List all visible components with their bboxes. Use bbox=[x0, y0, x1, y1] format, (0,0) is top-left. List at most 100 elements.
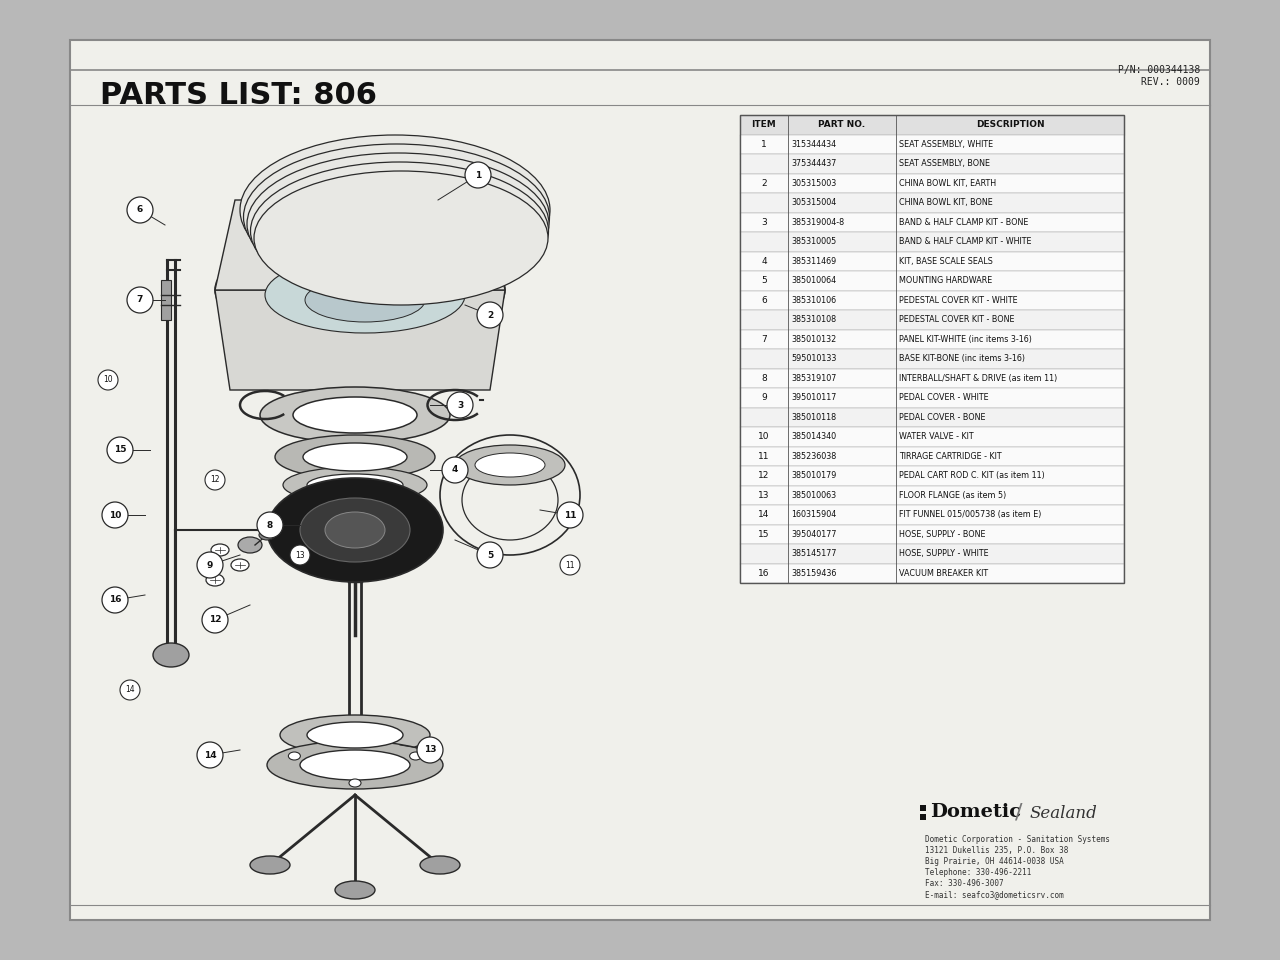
Ellipse shape bbox=[250, 856, 291, 874]
Text: 385014340: 385014340 bbox=[791, 432, 836, 442]
Text: CHINA BOWL KIT, BONE: CHINA BOWL KIT, BONE bbox=[899, 199, 993, 207]
Circle shape bbox=[442, 457, 468, 483]
Text: 385319004-8: 385319004-8 bbox=[791, 218, 844, 227]
Bar bbox=[740, 252, 1124, 271]
Text: PANEL KIT-WHITE (inc items 3-16): PANEL KIT-WHITE (inc items 3-16) bbox=[899, 335, 1032, 344]
Bar bbox=[740, 291, 1124, 310]
Text: 2: 2 bbox=[486, 310, 493, 320]
Ellipse shape bbox=[293, 397, 417, 433]
Ellipse shape bbox=[300, 498, 410, 562]
Text: Dometic: Dometic bbox=[931, 803, 1021, 821]
Bar bbox=[740, 486, 1124, 505]
Ellipse shape bbox=[300, 750, 410, 780]
Ellipse shape bbox=[251, 162, 549, 300]
Text: 9: 9 bbox=[762, 394, 767, 402]
Text: Sealand: Sealand bbox=[1030, 804, 1098, 822]
Ellipse shape bbox=[346, 157, 404, 173]
Bar bbox=[337, 410, 372, 445]
Bar bbox=[740, 407, 1124, 427]
Ellipse shape bbox=[475, 453, 545, 477]
Text: BAND & HALF CLAMP KIT - BONE: BAND & HALF CLAMP KIT - BONE bbox=[899, 218, 1028, 227]
Circle shape bbox=[197, 552, 223, 578]
Text: 10: 10 bbox=[104, 375, 113, 385]
Text: 385311469: 385311469 bbox=[791, 256, 836, 266]
Circle shape bbox=[557, 502, 582, 528]
Bar bbox=[70, 40, 1210, 920]
Text: 5: 5 bbox=[762, 276, 767, 285]
Circle shape bbox=[291, 545, 310, 565]
Bar bbox=[740, 329, 1124, 349]
Text: WATER VALVE - KIT: WATER VALVE - KIT bbox=[899, 432, 974, 442]
Bar bbox=[740, 544, 1124, 564]
Bar bbox=[740, 271, 1124, 291]
Text: 3: 3 bbox=[457, 400, 463, 410]
Text: SEAT ASSEMBLY, WHITE: SEAT ASSEMBLY, WHITE bbox=[899, 140, 993, 149]
Circle shape bbox=[127, 197, 154, 223]
Bar bbox=[161, 280, 172, 320]
Text: KIT, BASE SCALE SEALS: KIT, BASE SCALE SEALS bbox=[899, 256, 993, 266]
Ellipse shape bbox=[420, 856, 460, 874]
Ellipse shape bbox=[230, 559, 250, 571]
Ellipse shape bbox=[268, 741, 443, 789]
Ellipse shape bbox=[349, 779, 361, 787]
Bar bbox=[740, 232, 1124, 252]
Circle shape bbox=[447, 392, 474, 418]
Text: 13: 13 bbox=[296, 550, 305, 560]
Text: 305315004: 305315004 bbox=[791, 199, 836, 207]
Bar bbox=[740, 349, 1124, 369]
Ellipse shape bbox=[265, 257, 465, 333]
Ellipse shape bbox=[260, 387, 451, 443]
Circle shape bbox=[205, 470, 225, 490]
Text: 385010118: 385010118 bbox=[791, 413, 836, 421]
Text: MOUNTING HARDWARE: MOUNTING HARDWARE bbox=[899, 276, 992, 285]
Text: 14: 14 bbox=[125, 685, 134, 694]
Ellipse shape bbox=[335, 881, 375, 899]
Text: 385145177: 385145177 bbox=[791, 549, 837, 559]
Ellipse shape bbox=[325, 512, 385, 548]
Ellipse shape bbox=[303, 443, 407, 471]
Text: PARTS LIST: 806: PARTS LIST: 806 bbox=[100, 81, 378, 109]
Ellipse shape bbox=[307, 474, 403, 496]
Text: 11: 11 bbox=[566, 561, 575, 569]
Text: 385010063: 385010063 bbox=[791, 491, 836, 500]
Circle shape bbox=[257, 512, 283, 538]
Text: 14: 14 bbox=[204, 751, 216, 759]
Text: 10: 10 bbox=[758, 432, 769, 442]
Ellipse shape bbox=[253, 171, 548, 305]
Text: 10: 10 bbox=[109, 511, 122, 519]
Text: TIRRAGE CARTRIDGE - KIT: TIRRAGE CARTRIDGE - KIT bbox=[899, 452, 1002, 461]
Text: 13: 13 bbox=[424, 746, 436, 755]
Text: FLOOR FLANGE (as item 5): FLOOR FLANGE (as item 5) bbox=[899, 491, 1006, 500]
Bar bbox=[740, 427, 1124, 446]
Ellipse shape bbox=[280, 715, 430, 755]
Ellipse shape bbox=[241, 135, 550, 285]
Text: 1: 1 bbox=[762, 140, 767, 149]
Text: 6: 6 bbox=[762, 296, 767, 304]
Polygon shape bbox=[215, 200, 506, 290]
Text: 14: 14 bbox=[758, 511, 769, 519]
Bar bbox=[740, 466, 1124, 486]
Text: 16: 16 bbox=[758, 568, 769, 578]
Ellipse shape bbox=[305, 278, 425, 322]
Ellipse shape bbox=[259, 530, 275, 540]
Bar bbox=[740, 115, 1124, 583]
Text: 3: 3 bbox=[762, 218, 767, 227]
Bar bbox=[740, 505, 1124, 524]
Text: 15: 15 bbox=[114, 445, 127, 454]
Text: 7: 7 bbox=[762, 335, 767, 344]
Ellipse shape bbox=[206, 574, 224, 586]
Text: 16: 16 bbox=[109, 595, 122, 605]
Text: 13121 Dukellis 235, P.O. Box 38: 13121 Dukellis 235, P.O. Box 38 bbox=[925, 846, 1069, 855]
Text: VACUUM BREAKER KIT: VACUUM BREAKER KIT bbox=[899, 568, 988, 578]
Text: INTERBALL/SHAFT & DRIVE (as item 11): INTERBALL/SHAFT & DRIVE (as item 11) bbox=[899, 373, 1057, 383]
Text: 385310106: 385310106 bbox=[791, 296, 836, 304]
Ellipse shape bbox=[288, 752, 301, 760]
Text: SEAT ASSEMBLY, BONE: SEAT ASSEMBLY, BONE bbox=[899, 159, 989, 168]
Text: 595010133: 595010133 bbox=[791, 354, 836, 363]
Circle shape bbox=[202, 607, 228, 633]
Text: 305315003: 305315003 bbox=[791, 179, 836, 188]
Text: 12: 12 bbox=[209, 615, 221, 625]
Text: 395010117: 395010117 bbox=[791, 394, 836, 402]
Ellipse shape bbox=[283, 467, 428, 503]
Ellipse shape bbox=[154, 643, 189, 667]
